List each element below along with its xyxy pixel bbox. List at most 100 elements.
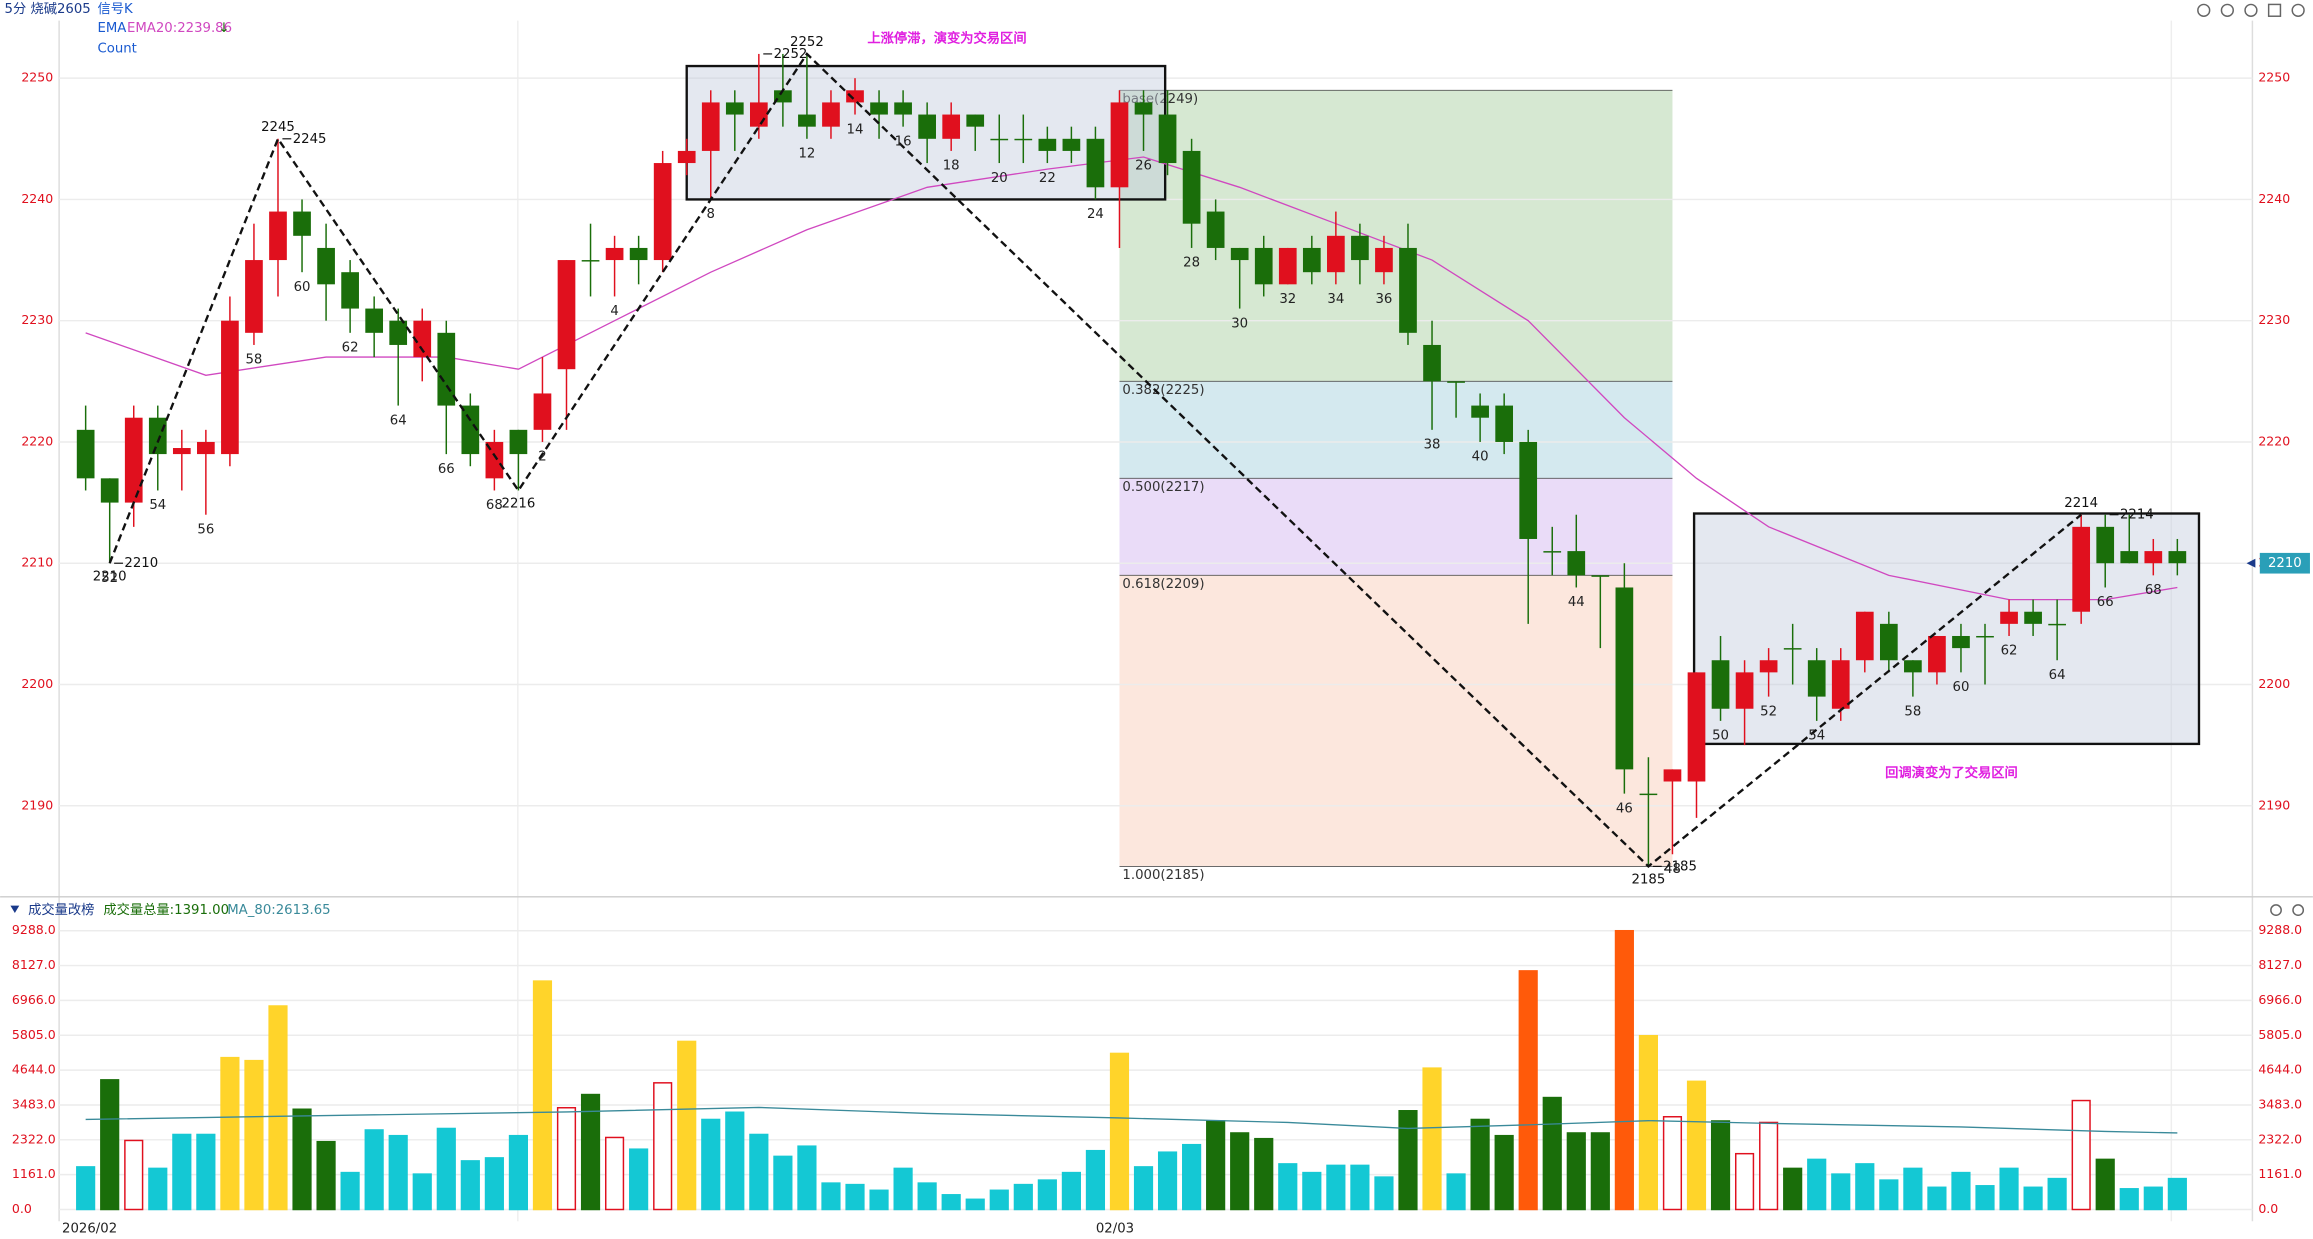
candle-body	[437, 332, 456, 406]
volume-bar	[845, 1183, 865, 1211]
pivot-label: 2245	[261, 120, 295, 135]
volume-bar	[2143, 1186, 2163, 1211]
symbol: 5分 烧碱2605	[5, 1, 91, 17]
volume-bar	[1109, 1052, 1130, 1211]
tool-icon[interactable]	[2292, 904, 2305, 916]
volume-bar	[1494, 1134, 1514, 1211]
volume-bar	[1518, 970, 1538, 1211]
zigzag-line	[108, 52, 2082, 868]
count-legend: Count	[97, 42, 136, 57]
count-label: 64	[2049, 668, 2066, 683]
candle-body	[1879, 623, 1898, 661]
candle-body	[749, 102, 768, 127]
volume-bar	[292, 1108, 312, 1211]
candle-body	[894, 102, 912, 115]
volume-bar	[773, 1155, 793, 1211]
price-tag	[2259, 552, 2310, 574]
y2-tick-label: 5805.0	[2258, 1027, 2302, 1042]
candle-body	[533, 393, 552, 430]
count-label: 68	[2145, 583, 2162, 598]
tool-icon[interactable]	[2220, 3, 2234, 17]
volume-bar	[268, 1005, 288, 1211]
y2-tick-label: 2190	[2258, 797, 2290, 812]
tool-icon[interactable]	[2270, 904, 2282, 916]
candle-body	[76, 429, 95, 479]
tool-icon[interactable]	[2244, 3, 2258, 17]
candle-body	[1711, 660, 1730, 709]
fib-label: 0.500(2217)	[1122, 480, 1204, 495]
candle-body	[509, 429, 528, 455]
ma-line	[85, 1106, 2178, 1134]
volume-bar	[1807, 1158, 1827, 1211]
candle-body	[1639, 793, 1658, 796]
fib-label: 0.382(2225)	[1122, 383, 1204, 398]
candle-body	[1014, 138, 1033, 141]
candle-body	[557, 260, 576, 370]
candle-body	[1952, 635, 1970, 649]
candle-body	[990, 138, 1009, 141]
candle-body	[2168, 551, 2187, 564]
volume-bar	[1638, 1034, 1658, 1211]
y2-tick-label: 8127.0	[2258, 957, 2302, 972]
candle-body	[1254, 247, 1273, 285]
candle-body	[269, 211, 287, 261]
tool-icon[interactable]	[2291, 3, 2305, 17]
volume-bar	[749, 1133, 769, 1211]
candle-body	[1134, 102, 1153, 115]
volume-bar	[220, 1056, 240, 1211]
volume-bar	[1302, 1171, 1322, 1211]
tool-icon[interactable]	[2267, 3, 2282, 17]
toolbar	[2197, 3, 2305, 916]
y-tick-label: 2210	[21, 555, 53, 570]
candle-body	[701, 102, 720, 151]
volume-bar	[364, 1129, 384, 1211]
volume-bar	[941, 1194, 961, 1211]
candle-body	[1519, 441, 1538, 539]
count-label: 54	[1808, 729, 1825, 744]
y-tick-label: 2200	[21, 676, 53, 691]
candle-body	[1327, 235, 1345, 273]
candle-body	[1423, 344, 1441, 382]
count-label: 50	[1712, 729, 1729, 744]
ema-value: EMA20:2239.86	[127, 21, 232, 36]
candle-body	[148, 417, 167, 455]
count-label: 52	[1760, 704, 1777, 719]
count-label: 26	[1135, 159, 1152, 174]
volume-bar	[869, 1189, 889, 1211]
count-label: 66	[438, 462, 455, 477]
volume-bar	[532, 980, 553, 1211]
candle-body	[1375, 247, 1393, 273]
volume-bar	[2047, 1177, 2067, 1211]
volume-bar	[1662, 1116, 1683, 1211]
count-label: 58	[246, 353, 263, 368]
candle-body	[1567, 551, 1586, 576]
y-tick-label: 2230	[21, 312, 53, 327]
collapse-icon[interactable]	[10, 905, 20, 914]
arrow-icon: ↓	[218, 21, 229, 36]
y-tick-label: 9288.0	[12, 922, 56, 937]
count-label: 12	[798, 147, 815, 162]
tool-icon[interactable]	[2197, 3, 2211, 17]
fib-zone	[1119, 381, 1673, 479]
volume-bar	[1855, 1163, 1875, 1211]
candle-body	[2000, 611, 2018, 624]
candle-body	[1158, 114, 1177, 164]
candle-body	[605, 247, 624, 261]
candle-body	[581, 260, 600, 262]
y-tick-label: 1161.0	[12, 1166, 56, 1181]
volume-bar	[1903, 1167, 1923, 1211]
candle-body	[1928, 635, 1946, 673]
volume-bar	[653, 1082, 673, 1211]
volume-bar	[677, 1040, 697, 1211]
candle-body	[1687, 672, 1706, 782]
candle-body	[918, 114, 936, 139]
y2-tick-label: 2240	[2258, 191, 2290, 206]
count-label: 62	[2001, 644, 2018, 659]
volume-bar	[1398, 1110, 1418, 1211]
volume-bar	[1759, 1121, 1779, 1211]
extreme-label: 2185	[1663, 859, 1697, 874]
count-label: 4	[610, 304, 618, 319]
count-label: 16	[895, 134, 912, 149]
annotation: 回调演变为了交易区间	[1885, 764, 2018, 781]
